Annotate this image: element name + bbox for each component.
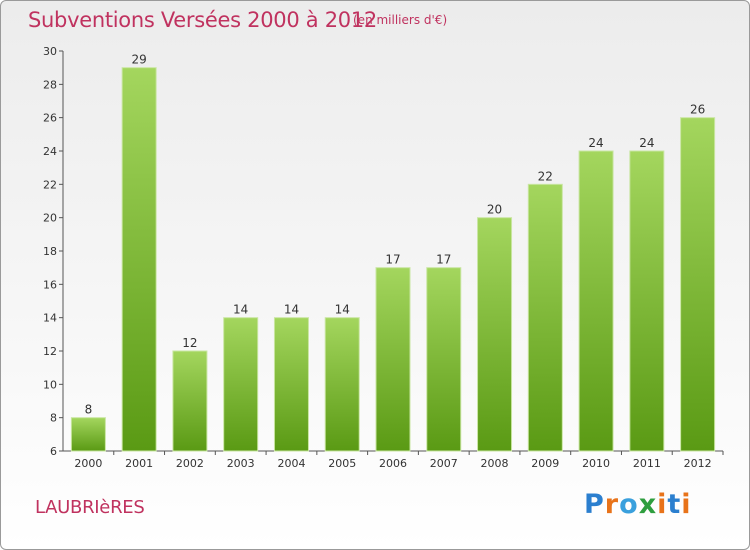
x-tick-label-2011: 2011 xyxy=(633,457,661,470)
bar-2002 xyxy=(172,350,208,452)
y-tick-label: 24 xyxy=(43,145,57,158)
logo-letter: i xyxy=(681,489,692,520)
y-tick-label: 16 xyxy=(43,278,57,291)
y-tick-label: 20 xyxy=(43,212,57,225)
y-tick-label: 6 xyxy=(50,445,57,458)
proxiti-logo: Proxiti xyxy=(584,489,692,520)
data-label-2007: 17 xyxy=(436,253,451,267)
x-tick-label-2002: 2002 xyxy=(176,457,204,470)
data-label-2002: 12 xyxy=(182,336,197,350)
data-label-2010: 24 xyxy=(588,136,603,150)
x-tick-label-2010: 2010 xyxy=(582,457,610,470)
y-tick-label: 10 xyxy=(43,378,57,391)
bar-2004 xyxy=(273,317,309,452)
x-tick-label-2003: 2003 xyxy=(227,457,255,470)
bar-2010 xyxy=(578,150,614,452)
data-label-2011: 24 xyxy=(639,136,654,150)
bar-2001 xyxy=(121,67,157,452)
bar-2007 xyxy=(426,267,462,452)
logo-letter: t xyxy=(667,489,682,520)
y-tick-label: 28 xyxy=(43,78,57,91)
x-tick-label-2008: 2008 xyxy=(481,457,509,470)
data-label-2006: 17 xyxy=(385,253,400,267)
logo-letter: P xyxy=(584,489,605,520)
y-tick-label: 12 xyxy=(43,345,57,358)
data-label-2001: 29 xyxy=(132,53,147,67)
y-tick-label: 22 xyxy=(43,178,57,191)
logo-letter: i xyxy=(657,489,668,520)
chart-subtitle: (en milliers d'€) xyxy=(353,13,448,27)
bar-2006 xyxy=(375,267,411,452)
x-tick-label-2007: 2007 xyxy=(430,457,458,470)
x-tick-label-2000: 2000 xyxy=(74,457,102,470)
y-tick-label: 14 xyxy=(43,312,57,325)
x-tick-label-2005: 2005 xyxy=(328,457,356,470)
bar-2003 xyxy=(223,317,259,452)
data-label-2009: 22 xyxy=(538,169,553,183)
bar-2012 xyxy=(680,117,716,452)
data-label-2005: 14 xyxy=(335,303,350,317)
x-tick-label-2004: 2004 xyxy=(277,457,305,470)
data-label-2012: 26 xyxy=(690,103,705,117)
bar-2009 xyxy=(527,183,563,452)
bar-2011 xyxy=(629,150,665,452)
x-tick-label-2009: 2009 xyxy=(531,457,559,470)
y-tick-label: 8 xyxy=(50,412,57,425)
logo-letter: o xyxy=(619,489,639,520)
y-tick-label: 30 xyxy=(43,45,57,58)
data-label-2000: 8 xyxy=(85,403,93,417)
y-tick-label: 26 xyxy=(43,112,57,125)
x-tick-label-2001: 2001 xyxy=(125,457,153,470)
bar-2008 xyxy=(477,217,513,452)
chart-title: Subventions Versées 2000 à 2012 xyxy=(28,8,377,32)
x-tick-label-2012: 2012 xyxy=(684,457,712,470)
logo-letter: r xyxy=(604,489,620,520)
x-tick-label-2006: 2006 xyxy=(379,457,407,470)
bar-2005 xyxy=(324,317,360,452)
y-tick-label: 18 xyxy=(43,245,57,258)
commune-name: LAUBRIèRES xyxy=(35,497,145,518)
logo-letter: x xyxy=(638,489,658,520)
bar-2000 xyxy=(70,417,106,452)
data-label-2004: 14 xyxy=(284,303,299,317)
data-label-2003: 14 xyxy=(233,303,248,317)
data-label-2008: 20 xyxy=(487,203,502,217)
